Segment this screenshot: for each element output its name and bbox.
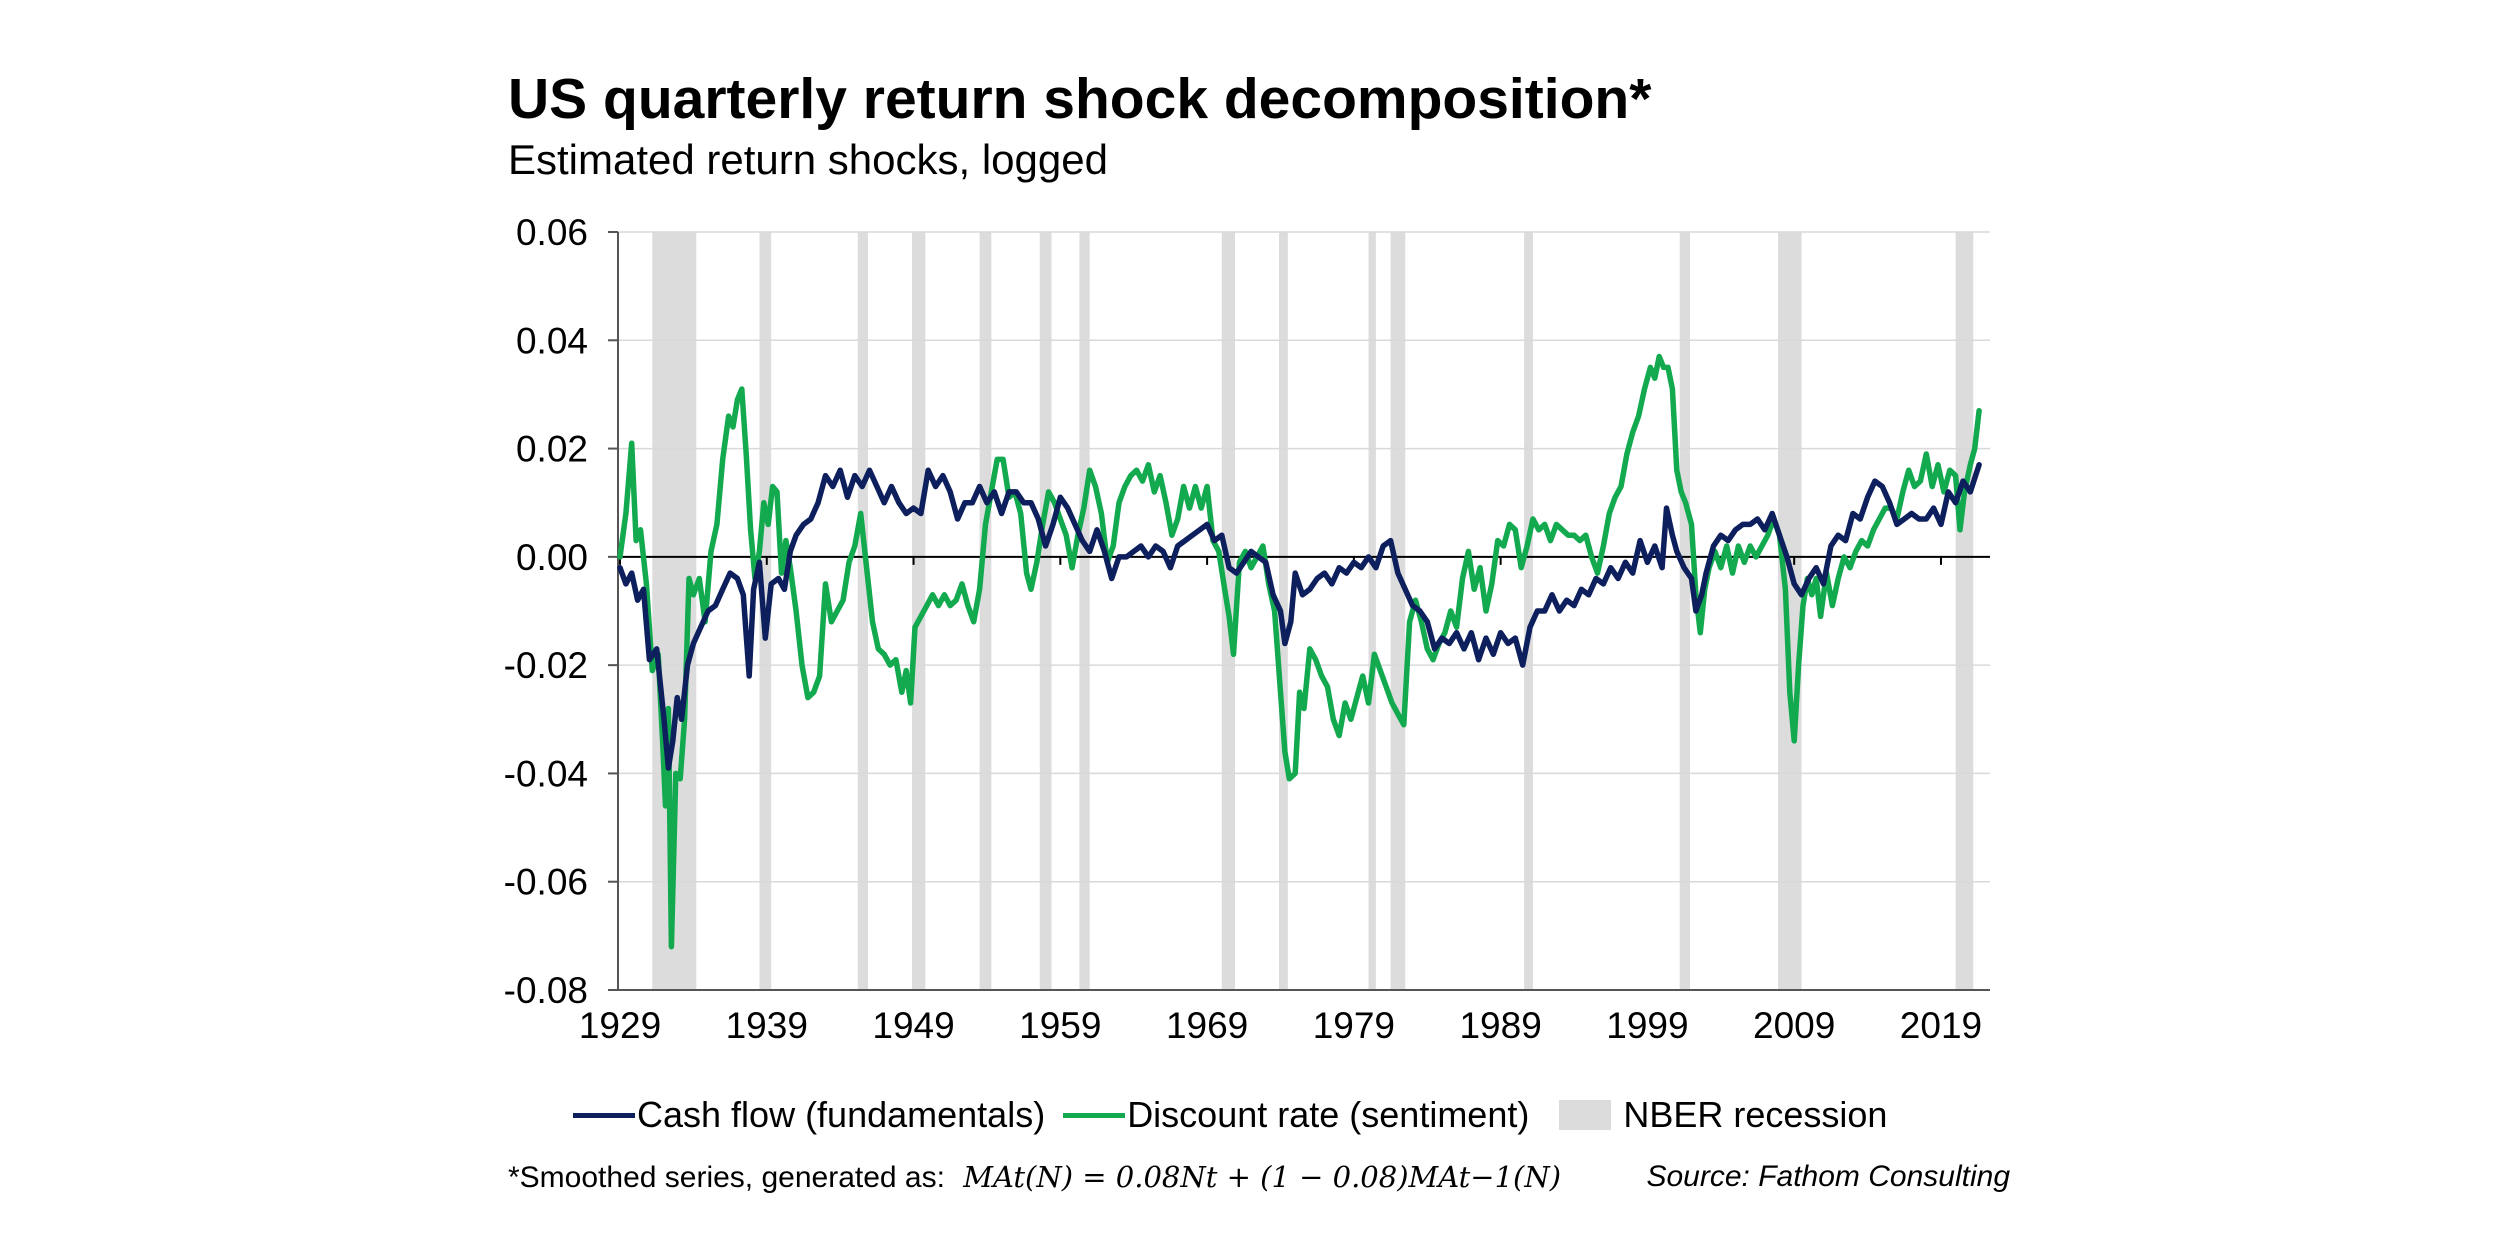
recession-band-15 <box>1955 232 1974 990</box>
legend-item-cash-flow: Cash flow (fundamentals) <box>573 1094 1045 1136</box>
recession-band-5 <box>979 232 992 990</box>
x-tick-label-1929: 1929 <box>579 1005 661 1046</box>
legend-item-recession: NBER recession <box>1547 1094 1887 1136</box>
footnote: *Smoothed series, generated as: MAt(N) =… <box>508 1160 1561 1195</box>
y-tick-label-0.04: 0.04 <box>516 320 588 361</box>
x-tick-label-1939: 1939 <box>726 1005 808 1046</box>
y-tick-label--0.06: -0.06 <box>504 862 588 903</box>
tick-labels: 0.06 0.04 0.02 0.00 -0.02 -0.04 -0.06 -0.081929… <box>504 212 1982 1046</box>
y-tick-label-0.06: 0.06 <box>516 212 588 253</box>
x-tick-label-2019: 2019 <box>1900 1005 1982 1046</box>
legend-label-cash-flow: Cash flow (fundamentals) <box>637 1094 1046 1135</box>
y-tick-label-0.00: 0.00 <box>516 537 588 578</box>
gridlines <box>618 231 1990 991</box>
legend: Cash flow (fundamentals) Discount rate (… <box>573 1090 1905 1140</box>
recession-band-12 <box>1524 232 1533 990</box>
x-tick-label-1949: 1949 <box>872 1005 954 1046</box>
x-tick-label-1959: 1959 <box>1019 1005 1101 1046</box>
series-lines <box>617 353 1982 950</box>
x-tick-label-1999: 1999 <box>1606 1005 1688 1046</box>
legend-label-recession: NBER recession <box>1623 1094 1888 1135</box>
y-tick-label--0.08: -0.08 <box>504 970 588 1011</box>
recession-band-14 <box>1778 232 1802 990</box>
recession-band-11 <box>1390 232 1406 990</box>
recession-band-9 <box>1279 232 1288 990</box>
series-line-discount-rate <box>617 353 1982 950</box>
series-line-cash-flow <box>617 462 1982 771</box>
recession-band-6 <box>1039 232 1052 990</box>
footnote-text: *Smoothed series, generated as: <box>508 1161 945 1194</box>
legend-label-discount-rate: Discount rate (sentiment) <box>1127 1094 1530 1135</box>
recession-band-7 <box>1079 232 1090 990</box>
recession-band-13 <box>1679 232 1690 990</box>
recession-band-3 <box>857 232 869 990</box>
chart-subtitle: Estimated return shocks, logged <box>508 136 1108 183</box>
legend-swatch-discount-rate <box>1063 1112 1126 1118</box>
legend-swatch-cash-flow <box>573 1112 635 1118</box>
x-tick-label-1979: 1979 <box>1313 1005 1395 1046</box>
x-tick-label-1989: 1989 <box>1459 1005 1541 1046</box>
y-tick-label--0.04: -0.04 <box>504 753 588 794</box>
y-tick-label-0.02: 0.02 <box>516 429 588 470</box>
y-tick-label--0.02: -0.02 <box>504 645 588 686</box>
source-note: Source: Fathom Consulting <box>1646 1160 2010 1193</box>
legend-item-discount-rate: Discount rate (sentiment) <box>1063 1094 1529 1136</box>
footnote-formula: MAt(N) = 0.08Nt + (1 − 0.08)MAt−1(N) <box>963 1160 1562 1194</box>
chart-title: US quarterly return shock decomposition* <box>508 67 1652 131</box>
recession-bands <box>652 232 1974 990</box>
recession-band-10 <box>1368 232 1376 990</box>
legend-swatch-recession <box>1559 1100 1612 1130</box>
x-tick-label-2009: 2009 <box>1753 1005 1835 1046</box>
recession-band-4 <box>912 232 926 990</box>
x-tick-label-1969: 1969 <box>1166 1005 1248 1046</box>
